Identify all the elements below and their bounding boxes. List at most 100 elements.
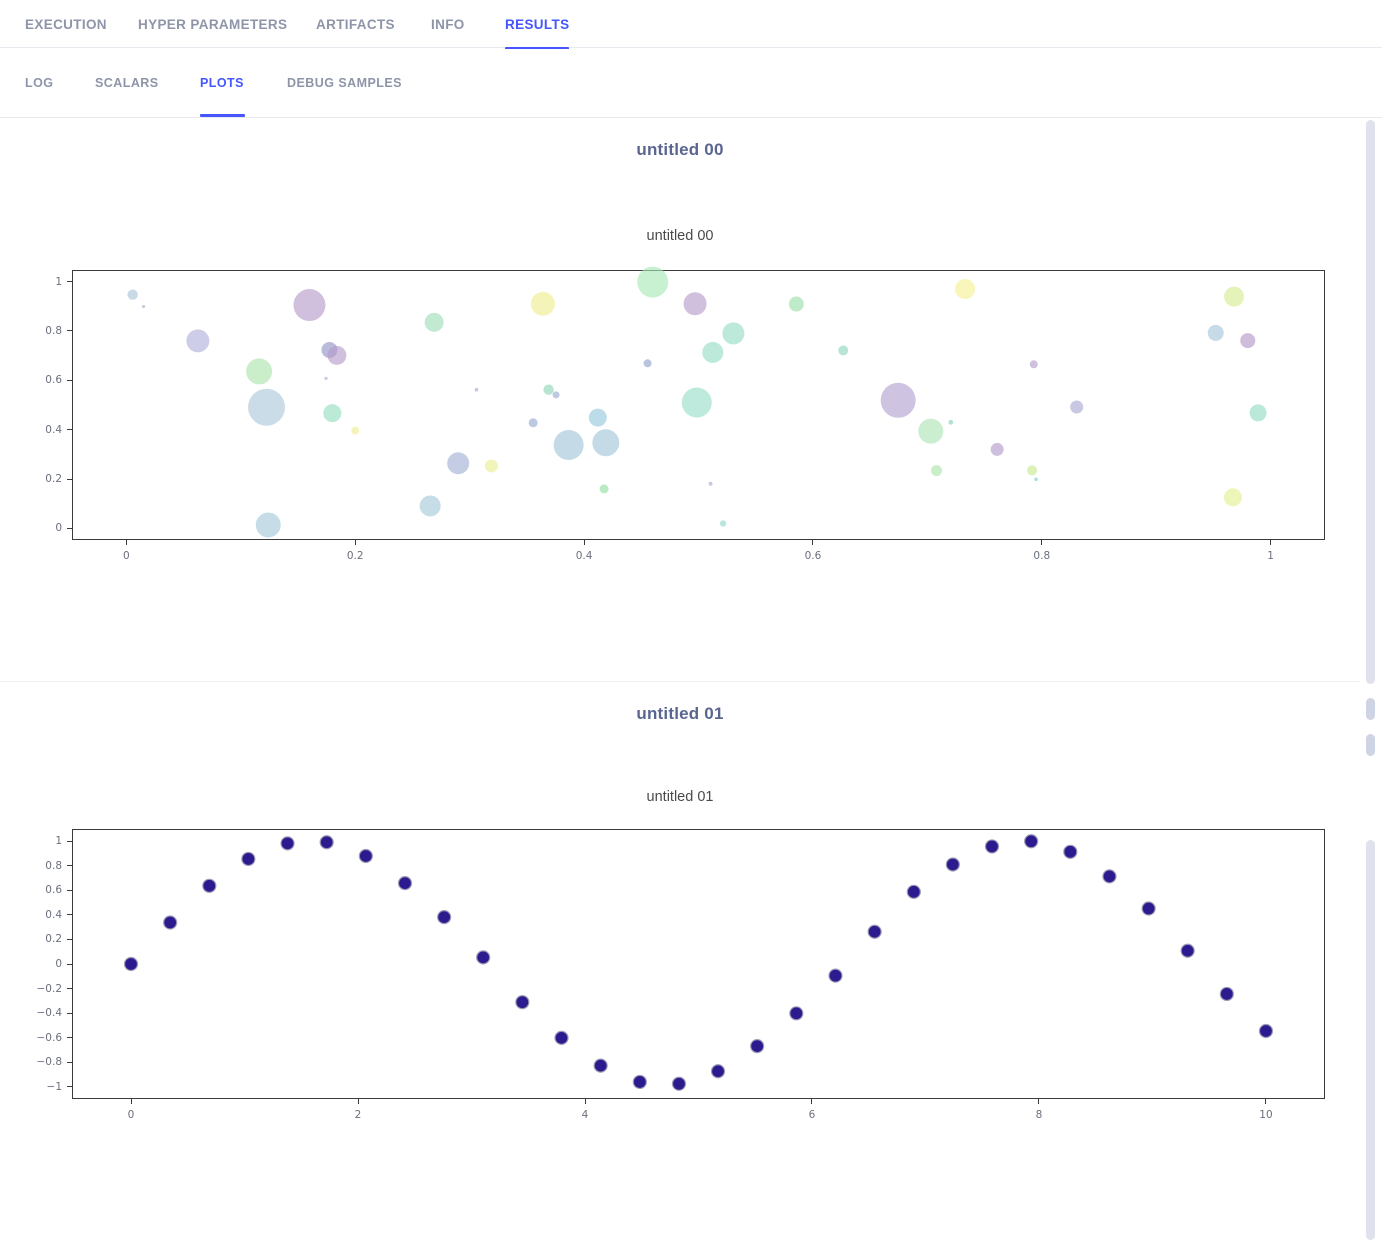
bubble-marker	[530, 291, 555, 316]
bubble-marker	[880, 382, 916, 418]
y-tickmark	[67, 963, 72, 965]
bubble-marker	[424, 312, 444, 332]
bubble-marker	[248, 388, 286, 426]
scatter-marker	[163, 915, 178, 930]
bubble-marker	[838, 345, 849, 356]
tab-label: RESULTS	[505, 16, 570, 32]
y-tickmark	[67, 938, 72, 940]
y-tickmark	[67, 1061, 72, 1063]
scatter-marker	[1219, 986, 1234, 1002]
tab-label: HYPER PARAMETERS	[138, 16, 288, 32]
x-tickmark	[811, 1099, 813, 1104]
y-axis-tick-label: 0.8	[45, 859, 62, 872]
subtab-label: LOG	[25, 76, 54, 90]
y-tickmark	[67, 1037, 72, 1039]
y-axis-tick-label: −1	[46, 1080, 62, 1093]
scatter-marker	[593, 1058, 608, 1073]
y-axis-tick-label: 0.6	[45, 884, 62, 897]
y-axis-tick-label: 0.4	[45, 423, 62, 436]
bubble-marker	[1249, 404, 1267, 422]
x-axis-tick-label: 6	[808, 1109, 816, 1121]
x-axis-tick-label: 0.2	[346, 550, 364, 562]
bubble-marker	[788, 296, 804, 312]
scatter-marker	[1063, 844, 1078, 859]
y-axis-tick-label: 0.6	[45, 374, 62, 387]
bubble-marker	[637, 266, 669, 298]
panel-scroll-thumb-b[interactable]	[1366, 734, 1375, 756]
y-tickmark	[67, 1086, 72, 1088]
bubble-marker	[127, 289, 138, 300]
bubble-marker	[1224, 286, 1245, 307]
subtab-label: SCALARS	[95, 76, 159, 90]
plot-panel-untitled-01: untitled 01 untitled 01 −1 −0.8 −0.6 −0.4 −0…	[0, 682, 1360, 1243]
page-scrollbar-track[interactable]	[1360, 118, 1382, 1243]
y-tickmark	[67, 527, 72, 529]
tab-hyper-parameters[interactable]: HYPER PARAMETERS	[138, 0, 287, 48]
x-axis-tick-label: 1	[1267, 550, 1274, 562]
bubble-marker	[719, 520, 727, 527]
panel-scroll-thumb-c[interactable]	[1366, 840, 1375, 1240]
y-tickmark	[67, 281, 72, 283]
x-axis-tick-label: 2	[354, 1109, 362, 1121]
primary-tab-row: EXECUTION HYPER PARAMETERS ARTIFACTS INFO RE…	[0, 0, 1382, 50]
tab-info[interactable]: INFO	[431, 0, 464, 48]
subtab-plots[interactable]: PLOTS	[200, 49, 245, 117]
scatter-plot-untitled-00[interactable]: 0 0.2 0.4 0.6 0.8 1 0 0.2 0.4 0.6 0.8 1	[45, 266, 1325, 562]
chart-title-0: untitled 00	[646, 228, 714, 244]
x-tickmark	[583, 540, 585, 545]
scatter-marker	[671, 1076, 687, 1091]
bubble-marker	[327, 345, 347, 365]
bubble-marker	[683, 292, 707, 316]
x-tickmark	[1041, 540, 1043, 545]
y-axis-tick-label: 0	[55, 958, 62, 970]
scatter-marker	[1180, 943, 1195, 958]
tab-label: INFO	[431, 16, 465, 32]
bubble-marker	[1029, 360, 1038, 369]
page-scroll-thumb[interactable]	[1366, 120, 1375, 684]
scatter-marker	[1258, 1023, 1274, 1039]
scatter-marker	[945, 857, 960, 872]
bubble-marker	[186, 329, 210, 353]
bubble-marker	[955, 279, 976, 300]
scatter-plot-untitled-01[interactable]: −1 −0.8 −0.6 −0.4 −0.2 0 0.2 0.4 0.6 0.8 1 0 2 4 6 8 10	[37, 829, 1325, 1121]
scatter-marker	[397, 876, 413, 891]
x-axis-tick-label: 0	[127, 1109, 135, 1121]
panel-scroll-thumb-a[interactable]	[1366, 698, 1375, 720]
bubble-marker	[419, 495, 441, 517]
scatter-marker	[476, 950, 491, 965]
scatter-marker	[1024, 834, 1039, 849]
tab-artifacts[interactable]: ARTIFACTS	[316, 0, 395, 48]
bubble-marker	[351, 426, 360, 435]
subtab-debug-samples[interactable]: DEBUG SAMPLES	[287, 49, 401, 117]
bubble-marker	[1207, 324, 1224, 341]
x-tickmark	[812, 540, 814, 545]
scatter-marker	[750, 1039, 765, 1054]
x-tickmark	[125, 540, 127, 545]
scatter-marker	[319, 835, 334, 850]
subtab-log[interactable]: LOG	[25, 49, 54, 117]
y-axis-tick-label: 0	[55, 522, 62, 535]
bubble-marker	[474, 387, 479, 392]
bubble-marker	[990, 442, 1004, 456]
tab-execution[interactable]: EXECUTION	[25, 0, 107, 48]
plot-axes-frame-0	[72, 270, 1325, 540]
scatter-marker	[437, 910, 452, 925]
scatter-marker	[710, 1064, 726, 1079]
scatter-marker	[867, 924, 882, 939]
x-axis-tick-label: 0	[123, 550, 130, 562]
subtab-scalars[interactable]: SCALARS	[95, 49, 159, 117]
bubble-marker	[599, 484, 609, 494]
subtab-label: DEBUG SAMPLES	[287, 76, 402, 90]
bubble-marker	[528, 418, 538, 428]
x-axis-tick-label: 0.6	[804, 550, 822, 562]
y-tickmark	[67, 478, 72, 480]
x-tickmark	[1265, 1099, 1267, 1104]
y-tickmark	[67, 1012, 72, 1014]
x-axis-tick-label: 0.4	[575, 550, 593, 562]
bubble-marker	[708, 481, 713, 486]
y-tickmark	[67, 330, 72, 332]
tab-results[interactable]: RESULTS	[505, 0, 570, 50]
active-tab-underline	[505, 47, 569, 50]
scatter-marker	[1102, 869, 1117, 884]
